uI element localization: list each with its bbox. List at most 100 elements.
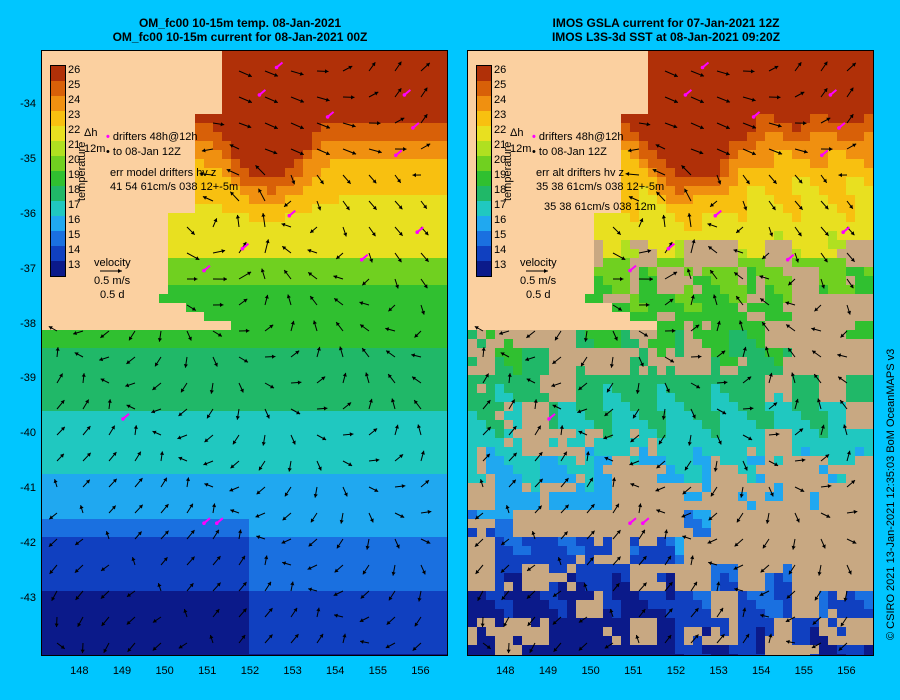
right-map[interactable]: 26 25 24 23 22 21 20 19 18 17 16 15 14 13 temperature… (467, 50, 874, 656)
sst-cell (357, 204, 366, 213)
sst-cell (141, 582, 150, 591)
sst-cell (366, 492, 375, 501)
sst-cell (846, 447, 855, 456)
sst-cell (240, 474, 249, 483)
sst-cell (774, 366, 783, 375)
sst-cell (303, 645, 312, 654)
sst-cell (648, 285, 657, 294)
sst-cell (303, 384, 312, 393)
velocity-arrow (125, 383, 130, 388)
sst-cell (684, 348, 693, 357)
sst-cell (429, 600, 438, 609)
sst-cell (630, 285, 639, 294)
sst-cell (756, 510, 765, 519)
sst-cell (540, 456, 549, 465)
left-map[interactable]: 26 25 24 23 22 21 20 19 18 17 16 15 14 13 temperature… (41, 50, 448, 656)
sst-cell (513, 420, 522, 429)
sst-cell (303, 609, 312, 618)
sst-cell (276, 177, 285, 186)
sst-cell (393, 78, 402, 87)
sst-cell (312, 609, 321, 618)
sst-cell (294, 123, 303, 132)
sst-cell (756, 483, 765, 492)
sst-cell (348, 87, 357, 96)
sst-cell (594, 510, 603, 519)
sst-cell (276, 420, 285, 429)
sst-cell (123, 591, 132, 600)
sst-cell (186, 357, 195, 366)
sst-cell (276, 240, 285, 249)
sst-cell (702, 195, 711, 204)
sst-cell (249, 537, 258, 546)
sst-cell (78, 420, 87, 429)
sst-cell (51, 654, 60, 655)
velocity-arrow (365, 372, 369, 377)
sst-cell (285, 564, 294, 573)
sst-cell (558, 510, 567, 519)
sst-cell (801, 123, 810, 132)
sst-cell (657, 159, 666, 168)
sst-cell (828, 348, 837, 357)
sst-cell (267, 204, 276, 213)
sst-cell (468, 465, 477, 474)
sst-cell (711, 393, 720, 402)
sst-cell (213, 177, 222, 186)
sst-cell (204, 429, 213, 438)
sst-cell (177, 456, 186, 465)
sst-cell (558, 492, 567, 501)
sst-cell (429, 636, 438, 645)
sst-cell (195, 555, 204, 564)
sst-cell (357, 249, 366, 258)
sst-cell (693, 267, 702, 276)
sst-cell (558, 393, 567, 402)
sst-cell (321, 339, 330, 348)
sst-cell (60, 438, 69, 447)
sst-cell (330, 366, 339, 375)
sst-cell (411, 537, 420, 546)
sst-cell (393, 645, 402, 654)
colorbar-tick: 18 (68, 184, 81, 196)
sst-cell (87, 429, 96, 438)
sst-cell (141, 384, 150, 393)
sst-cell (702, 177, 711, 186)
sst-cell (96, 636, 105, 645)
sst-cell (249, 420, 258, 429)
velocity-arrow (397, 258, 402, 263)
sst-cell (621, 402, 630, 411)
sst-cell (837, 87, 846, 96)
sst-cell (303, 429, 312, 438)
sst-cell (321, 303, 330, 312)
sst-cell (69, 375, 78, 384)
sst-cell (657, 402, 666, 411)
velocity-arrow (386, 620, 391, 625)
sst-cell (411, 96, 420, 105)
sst-cell (384, 249, 393, 258)
sst-cell (267, 393, 276, 402)
sst-cell (864, 465, 873, 474)
sst-cell (213, 240, 222, 249)
colorbar-tick: 16 (68, 214, 81, 226)
sst-cell (411, 402, 420, 411)
sst-cell (294, 510, 303, 519)
sst-cell (123, 483, 132, 492)
sst-cell (837, 132, 846, 141)
sst-cell (420, 339, 429, 348)
sst-cell (684, 492, 693, 501)
velocity-arrow (281, 222, 286, 227)
sst-cell (864, 276, 873, 285)
sst-cell (648, 375, 657, 384)
sst-cell (231, 600, 240, 609)
sst-cell (231, 654, 240, 655)
sst-cell (783, 474, 792, 483)
sst-cell (720, 366, 729, 375)
sst-cell (114, 546, 123, 555)
sst-cell (738, 456, 747, 465)
sst-cell (855, 348, 864, 357)
sst-cell (828, 501, 837, 510)
sst-cell (420, 105, 429, 114)
sst-cell (240, 276, 249, 285)
sst-cell (249, 186, 258, 195)
sst-cell (438, 519, 447, 528)
sst-cell (828, 402, 837, 411)
sst-cell (429, 231, 438, 240)
